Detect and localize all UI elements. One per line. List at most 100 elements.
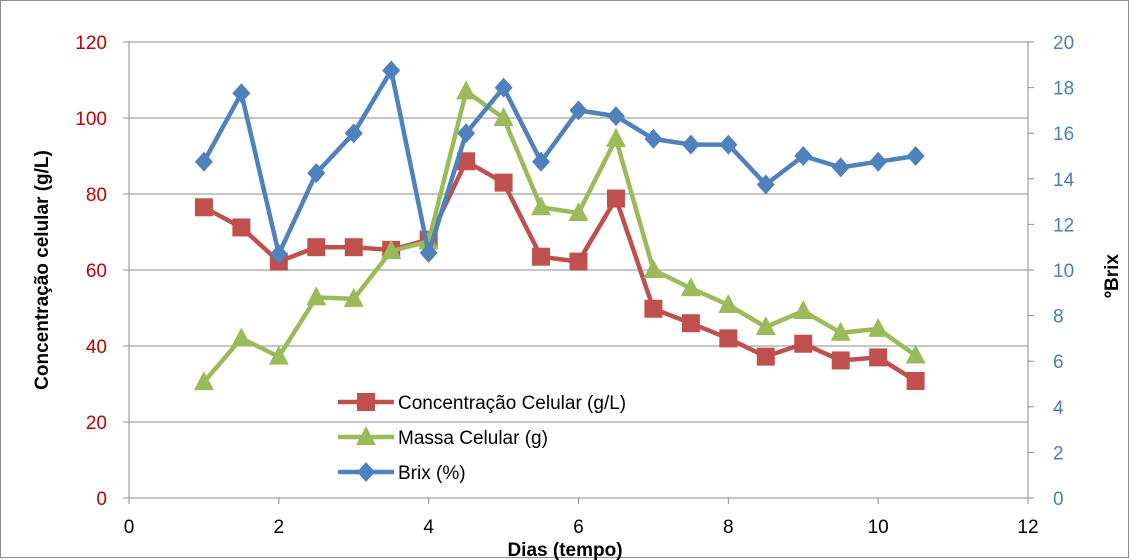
data-point [494,77,513,98]
x-tick-label: 4 [423,517,434,538]
x-tick-label: 8 [723,517,734,538]
data-point [269,244,288,265]
legend-marker [357,462,375,482]
axes [123,41,1034,504]
data-point [906,371,925,390]
data-point [532,247,551,266]
x-tick-label: 0 [124,517,135,538]
x-tick-label: 10 [868,517,889,538]
legend-label: Brix (%) [398,463,466,484]
data-point [194,198,213,217]
y2-tick-label: 4 [1053,398,1064,419]
data-point [307,238,326,257]
data-point [644,128,663,149]
data-point [344,238,363,257]
y2-tick-label: 8 [1053,307,1064,328]
data-point [605,127,626,147]
y-tick-label: 120 [75,33,107,54]
y2-tick-label: 18 [1053,79,1074,100]
data-point [268,345,289,365]
data-point [718,293,739,313]
data-point [681,134,700,155]
data-point [681,314,700,333]
y-tick-label: 20 [86,413,107,434]
legend-marker [356,426,376,445]
data-point [868,317,889,337]
data-point [569,252,588,271]
data-point [232,218,251,237]
y2-tick-label: 20 [1053,33,1074,54]
y-tick-label: 80 [86,185,107,206]
data-point [344,123,363,144]
x-tick-label: 6 [573,517,584,538]
series-2 [193,80,926,391]
data-point [306,286,327,306]
data-point [830,321,851,341]
data-point [494,173,513,192]
y2-tick-label: 14 [1053,170,1075,191]
data-point [231,327,252,347]
y2-tick-label: 2 [1053,443,1064,464]
y2-tick-label: 12 [1053,215,1074,236]
data-point [906,146,925,166]
series-3 [194,60,925,265]
data-point [532,151,551,172]
data-point [307,163,326,184]
data-point [232,83,251,104]
data-point [793,300,814,320]
data-point [418,230,439,250]
y2-tick-label: 6 [1053,352,1064,373]
legend-marker [357,393,375,411]
y-tick-label: 40 [86,337,107,358]
y2-tick-label: 0 [1053,489,1064,510]
data-point [755,316,776,335]
data-point [680,277,701,297]
legend-entry: Massa Celular (g) [338,426,548,449]
data-point [756,347,775,366]
data-point [719,329,738,348]
y2-tick-label: 16 [1053,124,1074,145]
series-line [201,68,916,257]
data-point [456,80,477,100]
data-point [606,189,625,208]
data-point [794,334,813,353]
y-tick-label: 0 [96,489,107,510]
y2-axis-title: ºBrix [1102,254,1123,298]
legend-label: Concentração Celular (g/L) [398,393,626,414]
data-point [831,351,850,370]
series-lines [193,60,926,391]
legend-label: Massa Celular (g) [398,428,548,449]
y-tick-label: 100 [75,109,107,130]
data-point [643,259,664,278]
data-point [869,348,888,367]
data-point [457,123,476,144]
legend: Concentração Celular (g/L) Massa Celular … [338,393,626,484]
data-point [794,146,813,166]
y2-tick-label: 10 [1053,261,1074,282]
data-point [644,299,663,318]
tick-labels: 0 20 40 60 80 100 120 0 2 4 6 8 10 12 14 16 18 20 0 2 4 6 8 10 1… [75,33,1074,538]
y-axis-title: Concentração celular (g/L) [32,150,53,390]
data-point [194,151,213,172]
data-point [457,152,476,171]
x-axis-title: Dias (tempo) [507,540,622,560]
data-point [831,157,850,178]
legend-entry: Concentração Celular (g/L) [338,393,626,414]
data-point [569,100,588,121]
data-point [493,107,514,126]
data-point [869,151,888,172]
data-point [382,60,401,81]
data-point [756,174,775,195]
y-tick-label: 60 [86,261,107,282]
legend-entry: Brix (%) [338,462,466,484]
data-point [381,240,402,259]
data-point [343,287,364,307]
data-point [905,344,926,364]
data-point [419,242,438,263]
x-tick-label: 12 [1017,517,1038,538]
data-point [719,134,738,155]
x-tick-label: 2 [274,517,285,538]
series-1 [194,152,925,390]
